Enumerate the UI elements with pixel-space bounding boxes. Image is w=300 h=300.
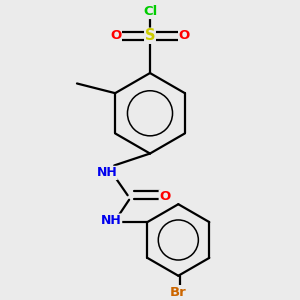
Text: S: S	[145, 28, 155, 43]
Text: O: O	[179, 29, 190, 42]
Text: Br: Br	[170, 286, 187, 299]
Text: O: O	[159, 190, 170, 203]
Text: Cl: Cl	[143, 5, 157, 18]
Text: NH: NH	[101, 214, 122, 227]
Text: NH: NH	[96, 167, 117, 179]
Text: O: O	[110, 29, 121, 42]
